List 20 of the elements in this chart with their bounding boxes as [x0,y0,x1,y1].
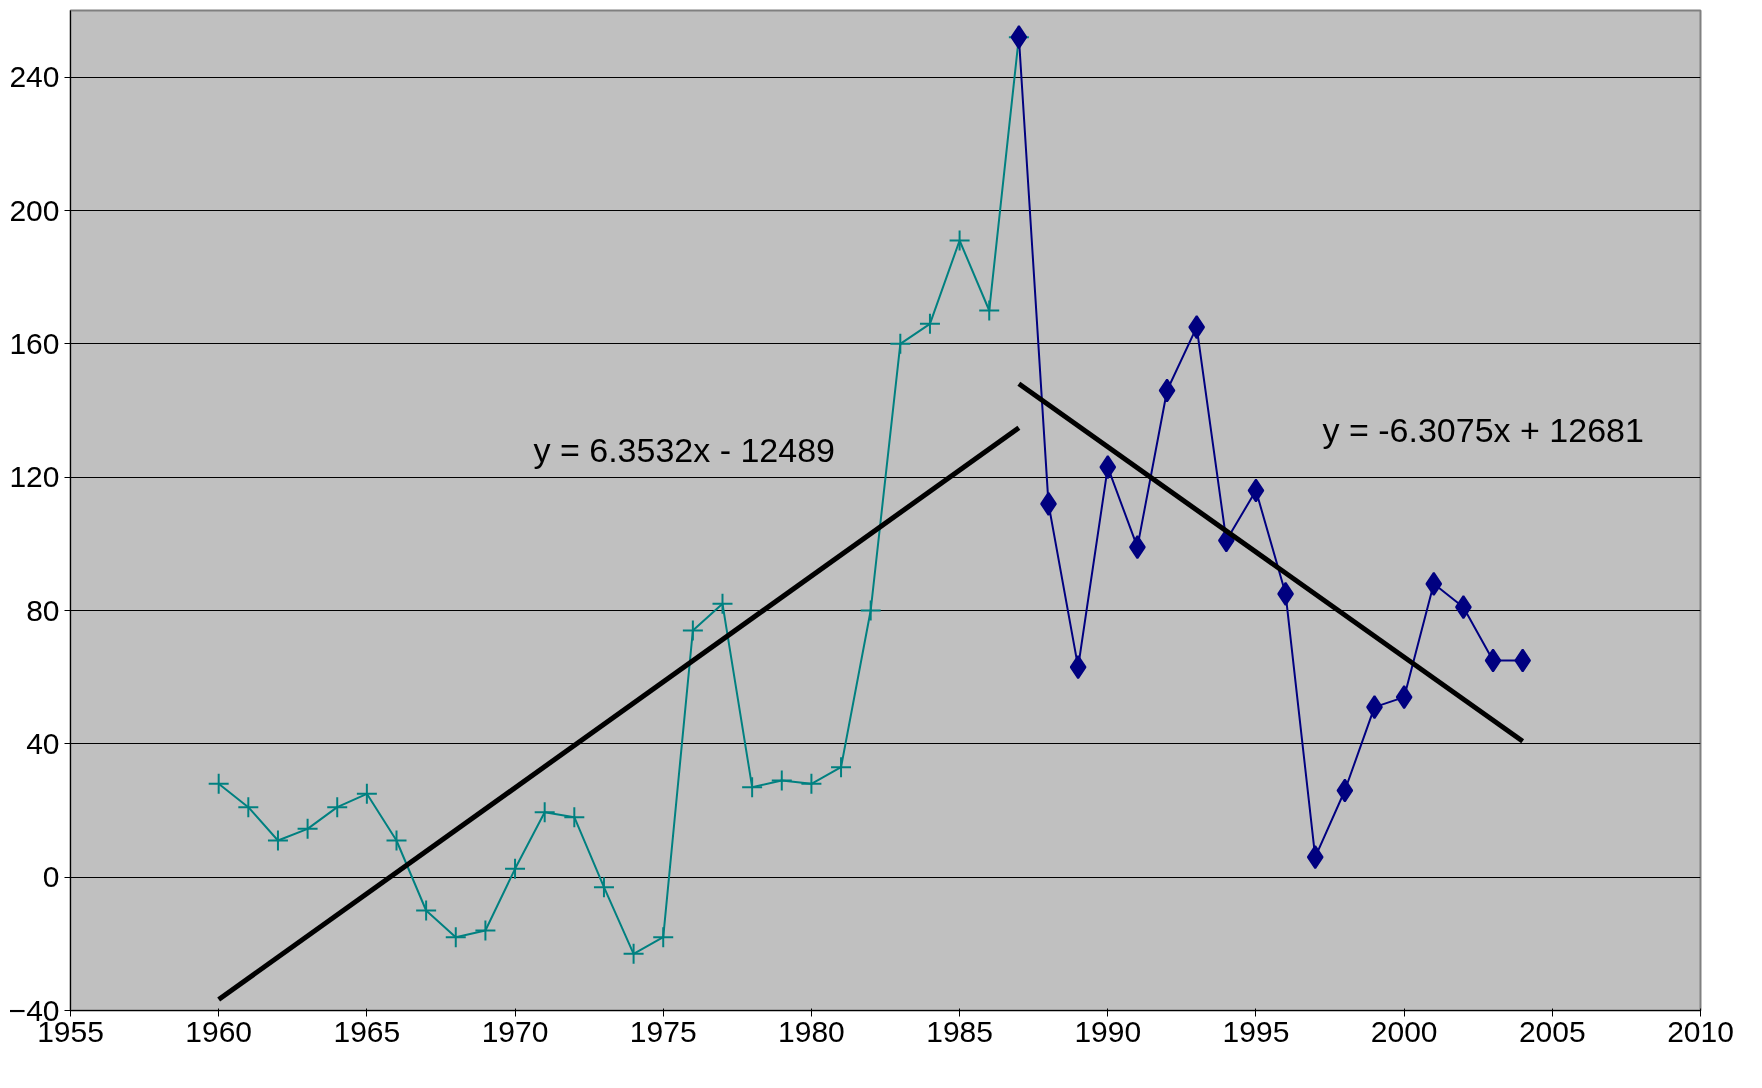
x-tick-label: 1995 [1222,1014,1290,1048]
y-tick-label: 80 [26,593,60,627]
x-tick-label: 2000 [1370,1014,1438,1048]
x-tick-label: 1990 [1074,1014,1142,1048]
x-tick-label: 1965 [333,1014,401,1048]
annotation: y = 6.3532x - 12489 [533,430,836,469]
x-tick-label: 1970 [481,1014,549,1048]
x-tick-label: 2010 [1667,1014,1734,1048]
x-tick-label: 1980 [778,1014,845,1048]
y-tick-label: 240 [9,60,60,94]
x-tick-label: 1985 [926,1014,993,1048]
y-tick-label: 200 [9,193,60,227]
x-tick-label: 1975 [629,1014,697,1048]
annotation: y = -6.3075x + 12681 [1322,410,1644,449]
y-tick-label: 0 [42,860,60,894]
x-tick-label: 1960 [185,1014,253,1048]
x-tick-label: 2005 [1518,1014,1586,1048]
y-tick-label: 160 [9,326,60,360]
y-tick-label: 40 [26,726,60,760]
y-tick-label: 120 [9,460,60,494]
